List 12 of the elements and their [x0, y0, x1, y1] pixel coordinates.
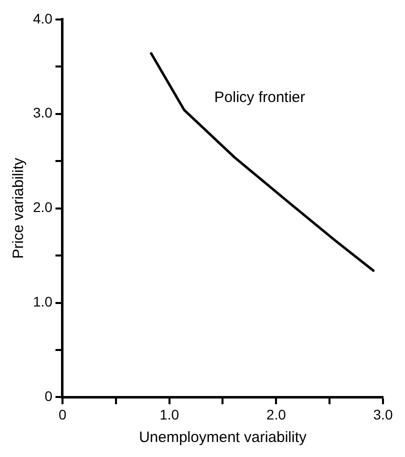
y-tick-label: 1.0	[32, 294, 53, 310]
y-tick-label: 0	[44, 388, 53, 404]
x-tick-label: 0	[58, 406, 67, 422]
y-axis-title: Price variability	[10, 157, 28, 259]
x-tick-label: 3.0	[373, 406, 393, 422]
y-tick-label: 4.0	[32, 10, 53, 26]
x-tick-label: 2.0	[266, 406, 286, 422]
x-tick-label: 1.0	[160, 406, 180, 422]
y-tick-label: 2.0	[32, 199, 53, 216]
y-tick-label: 3.0	[32, 104, 53, 121]
x-axis-title: Unemployment variability	[138, 429, 308, 446]
series-label: Policy frontier	[214, 89, 306, 106]
